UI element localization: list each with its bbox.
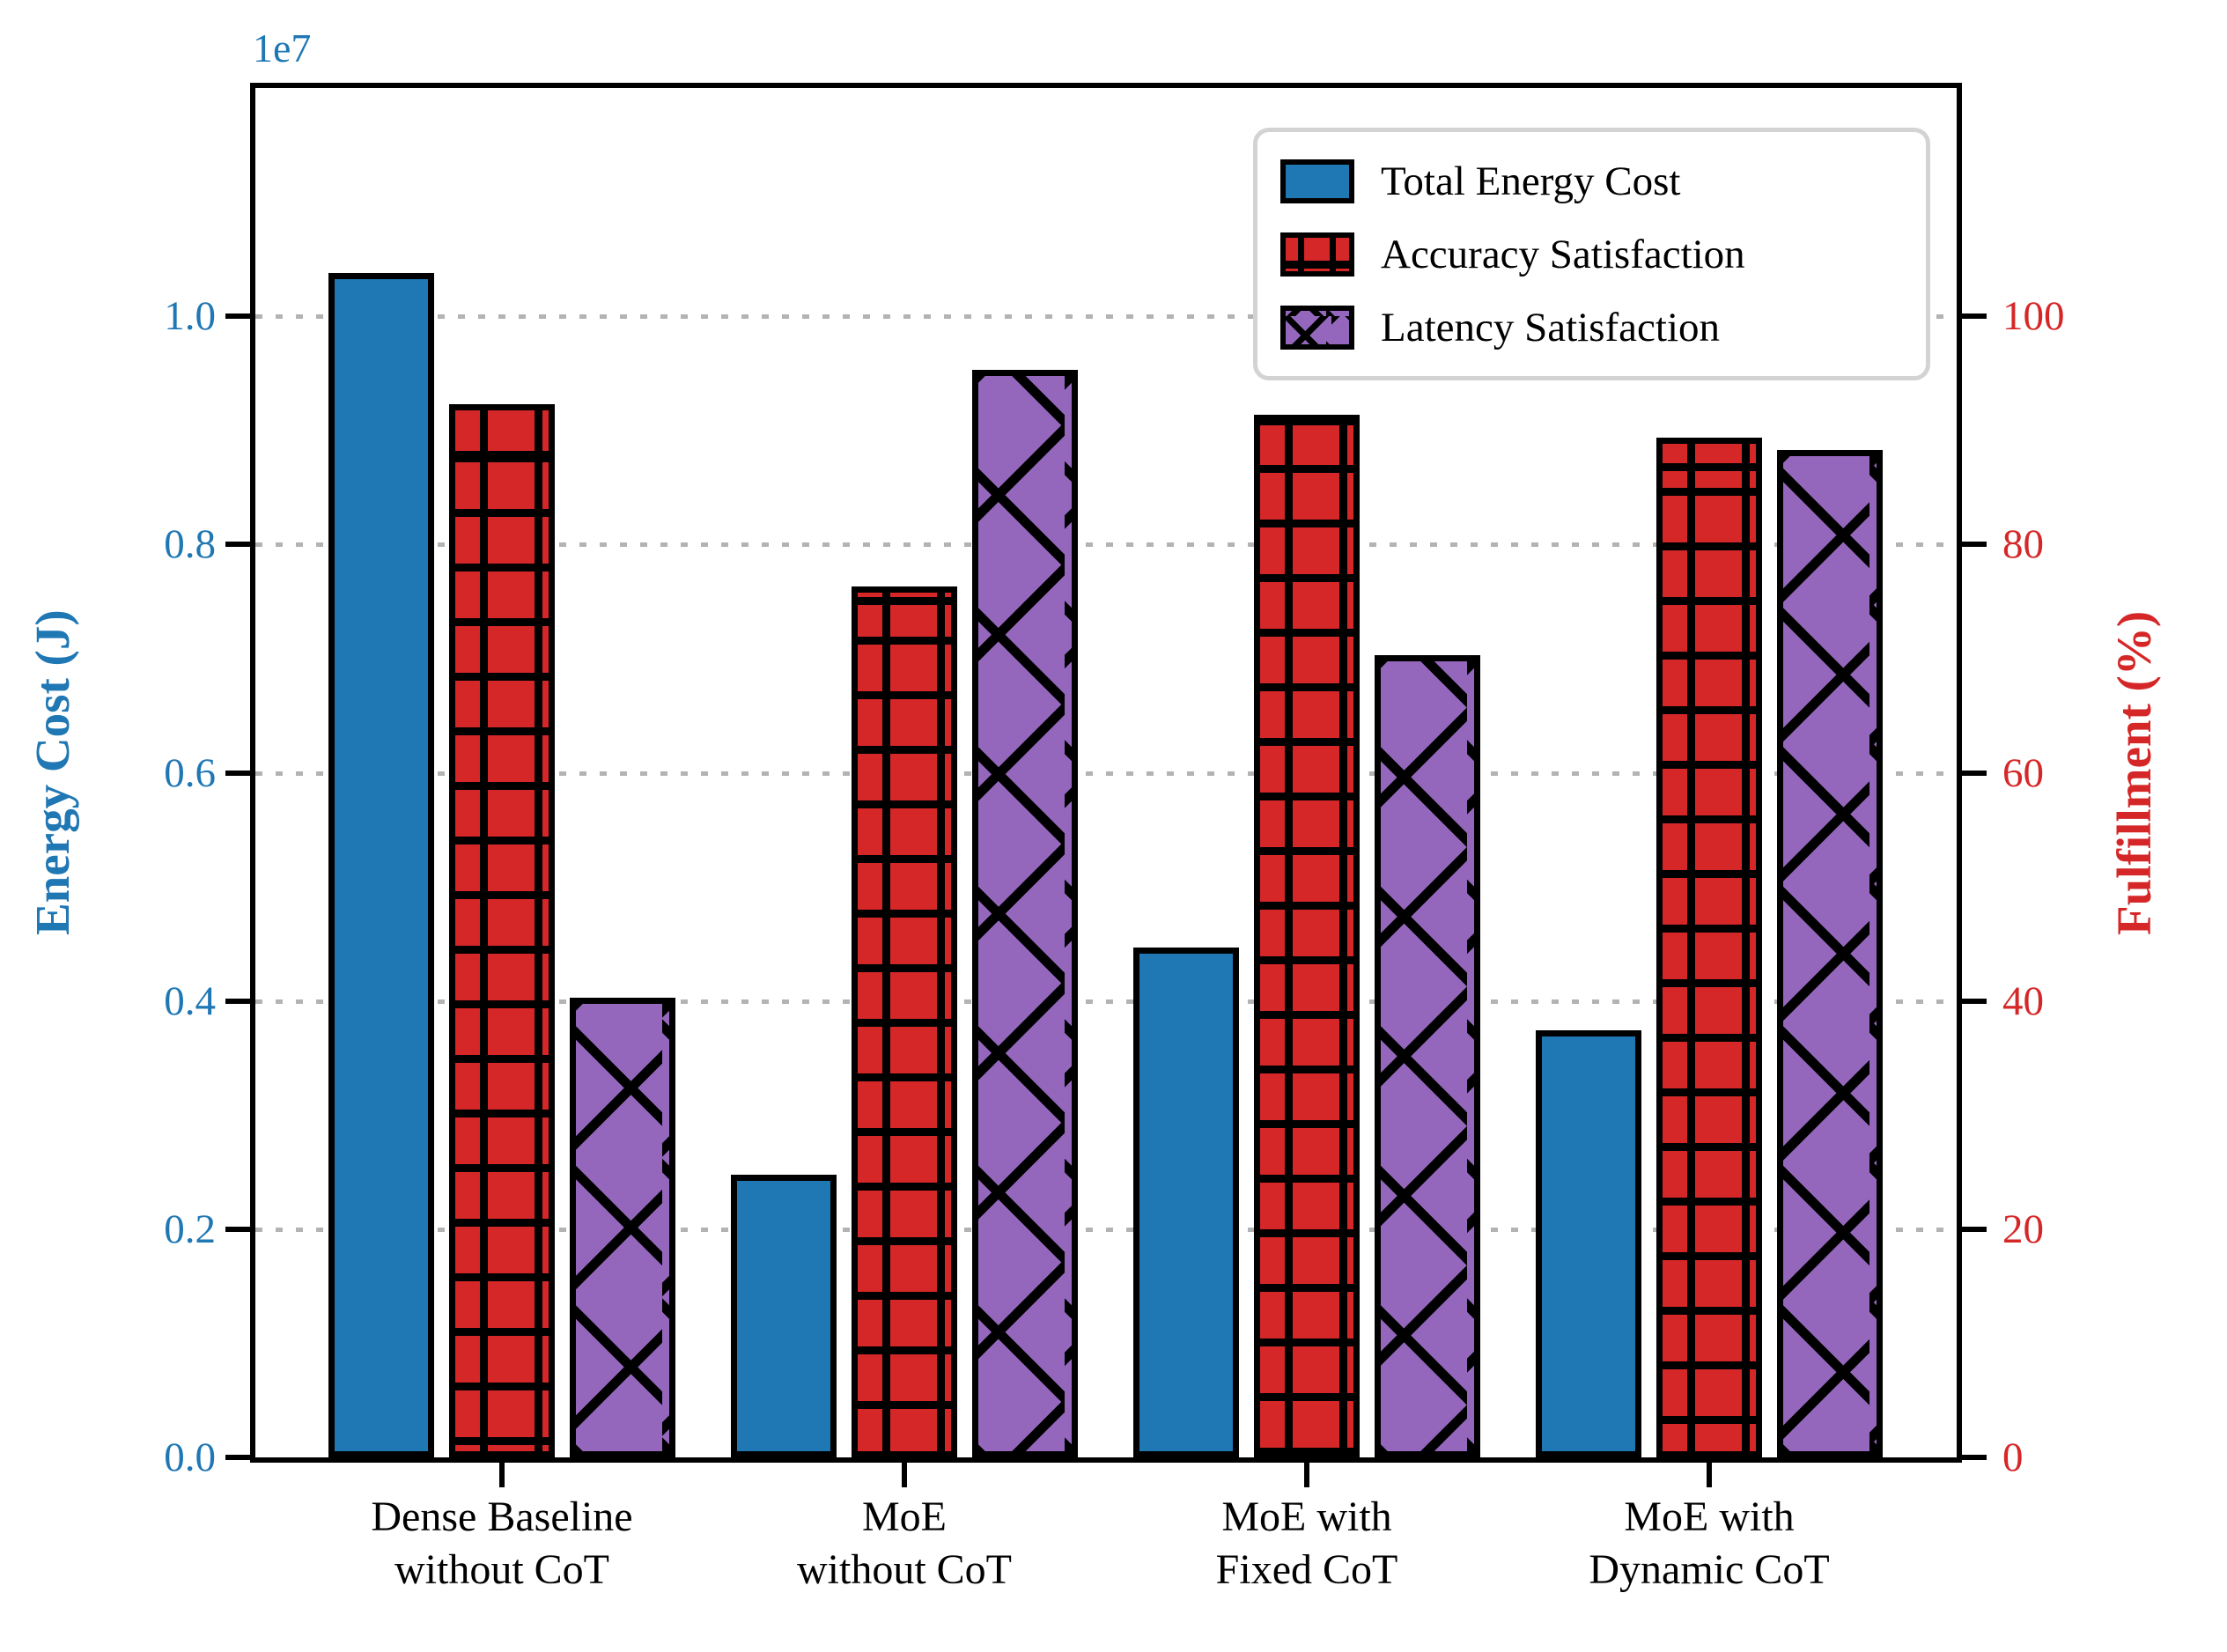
bar-latency-satisfaction xyxy=(1375,655,1480,1457)
x-axis-category-label: Dense Baseline without CoT xyxy=(371,1493,633,1593)
right-axis-tick-label: 0 xyxy=(2002,1434,2024,1480)
right-axis-tick-label: 100 xyxy=(2002,293,2065,340)
legend-label: Total Energy Cost xyxy=(1381,158,1681,204)
bar-accuracy-satisfaction xyxy=(1254,415,1360,1457)
legend-label: Latency Satisfaction xyxy=(1381,304,1720,350)
left-axis-tick-label: 0.2 xyxy=(164,1206,216,1252)
right-axis-tick xyxy=(1962,998,1987,1004)
x-axis-tick xyxy=(1707,1463,1712,1487)
legend-entry: Total Energy Cost xyxy=(1280,158,1903,205)
bar-total-energy-cost xyxy=(731,1175,837,1457)
right-axis-tick xyxy=(1962,313,1987,320)
legend-entry: Latency Satisfaction xyxy=(1280,304,1903,351)
bar-total-energy-cost xyxy=(1536,1030,1641,1457)
left-axis-tick-label: 0.8 xyxy=(164,521,216,568)
left-axis-tick xyxy=(225,1455,250,1460)
y-gridline xyxy=(255,542,1957,548)
x-axis-tick xyxy=(499,1463,505,1487)
bar-accuracy-satisfaction xyxy=(449,404,555,1457)
y-gridline xyxy=(255,771,1957,776)
x-axis-category-label: MoE without CoT xyxy=(796,1493,1012,1593)
right-axis-tick xyxy=(1962,1226,1987,1232)
bar-total-energy-cost xyxy=(1133,948,1239,1457)
legend-label: Accuracy Satisfaction xyxy=(1381,231,1745,277)
legend: Total Energy Cost Accuracy Satisfaction La… xyxy=(1253,128,1930,380)
left-axis-tick xyxy=(225,542,250,548)
left-axis-tick xyxy=(225,313,250,320)
right-axis-tick-label: 60 xyxy=(2002,749,2044,796)
bar-latency-satisfaction xyxy=(972,370,1078,1457)
legend-swatch-icon xyxy=(1280,305,1354,350)
left-axis-tick xyxy=(225,770,250,776)
y-gridline xyxy=(255,999,1957,1004)
x-axis-category-label: MoE with Dynamic CoT xyxy=(1589,1493,1830,1593)
bar-latency-satisfaction xyxy=(570,998,675,1457)
y-gridline xyxy=(255,314,1957,320)
right-axis-tick-label: 80 xyxy=(2002,521,2044,568)
left-axis-tick-label: 0.4 xyxy=(164,977,216,1024)
right-axis-tick xyxy=(1962,1455,1987,1460)
legend-entry: Accuracy Satisfaction xyxy=(1280,231,1903,278)
left-axis-tick xyxy=(225,998,250,1004)
right-axis-tick-label: 20 xyxy=(2002,1206,2044,1252)
left-axis-tick xyxy=(225,1226,250,1232)
right-axis-tick xyxy=(1962,542,1987,548)
left-axis-offset-label: 1e7 xyxy=(253,26,312,70)
left-axis-tick-label: 0.0 xyxy=(164,1434,216,1480)
x-axis-tick xyxy=(902,1463,907,1487)
left-axis-tick-label: 0.6 xyxy=(164,749,216,796)
x-axis-tick xyxy=(1304,1463,1309,1487)
legend-swatch-icon xyxy=(1280,232,1354,277)
bar-accuracy-satisfaction xyxy=(852,586,957,1457)
y-gridline xyxy=(255,1227,1957,1232)
right-axis-tick-label: 40 xyxy=(2002,977,2044,1024)
bar-accuracy-satisfaction xyxy=(1656,438,1762,1457)
bar-latency-satisfaction xyxy=(1777,450,1883,1457)
left-axis-tick-label: 1.0 xyxy=(164,293,216,340)
right-axis-tick xyxy=(1962,770,1987,776)
legend-swatch-icon xyxy=(1280,159,1354,203)
bar-total-energy-cost xyxy=(328,273,434,1457)
x-axis-category-label: MoE with Fixed CoT xyxy=(1215,1493,1398,1593)
